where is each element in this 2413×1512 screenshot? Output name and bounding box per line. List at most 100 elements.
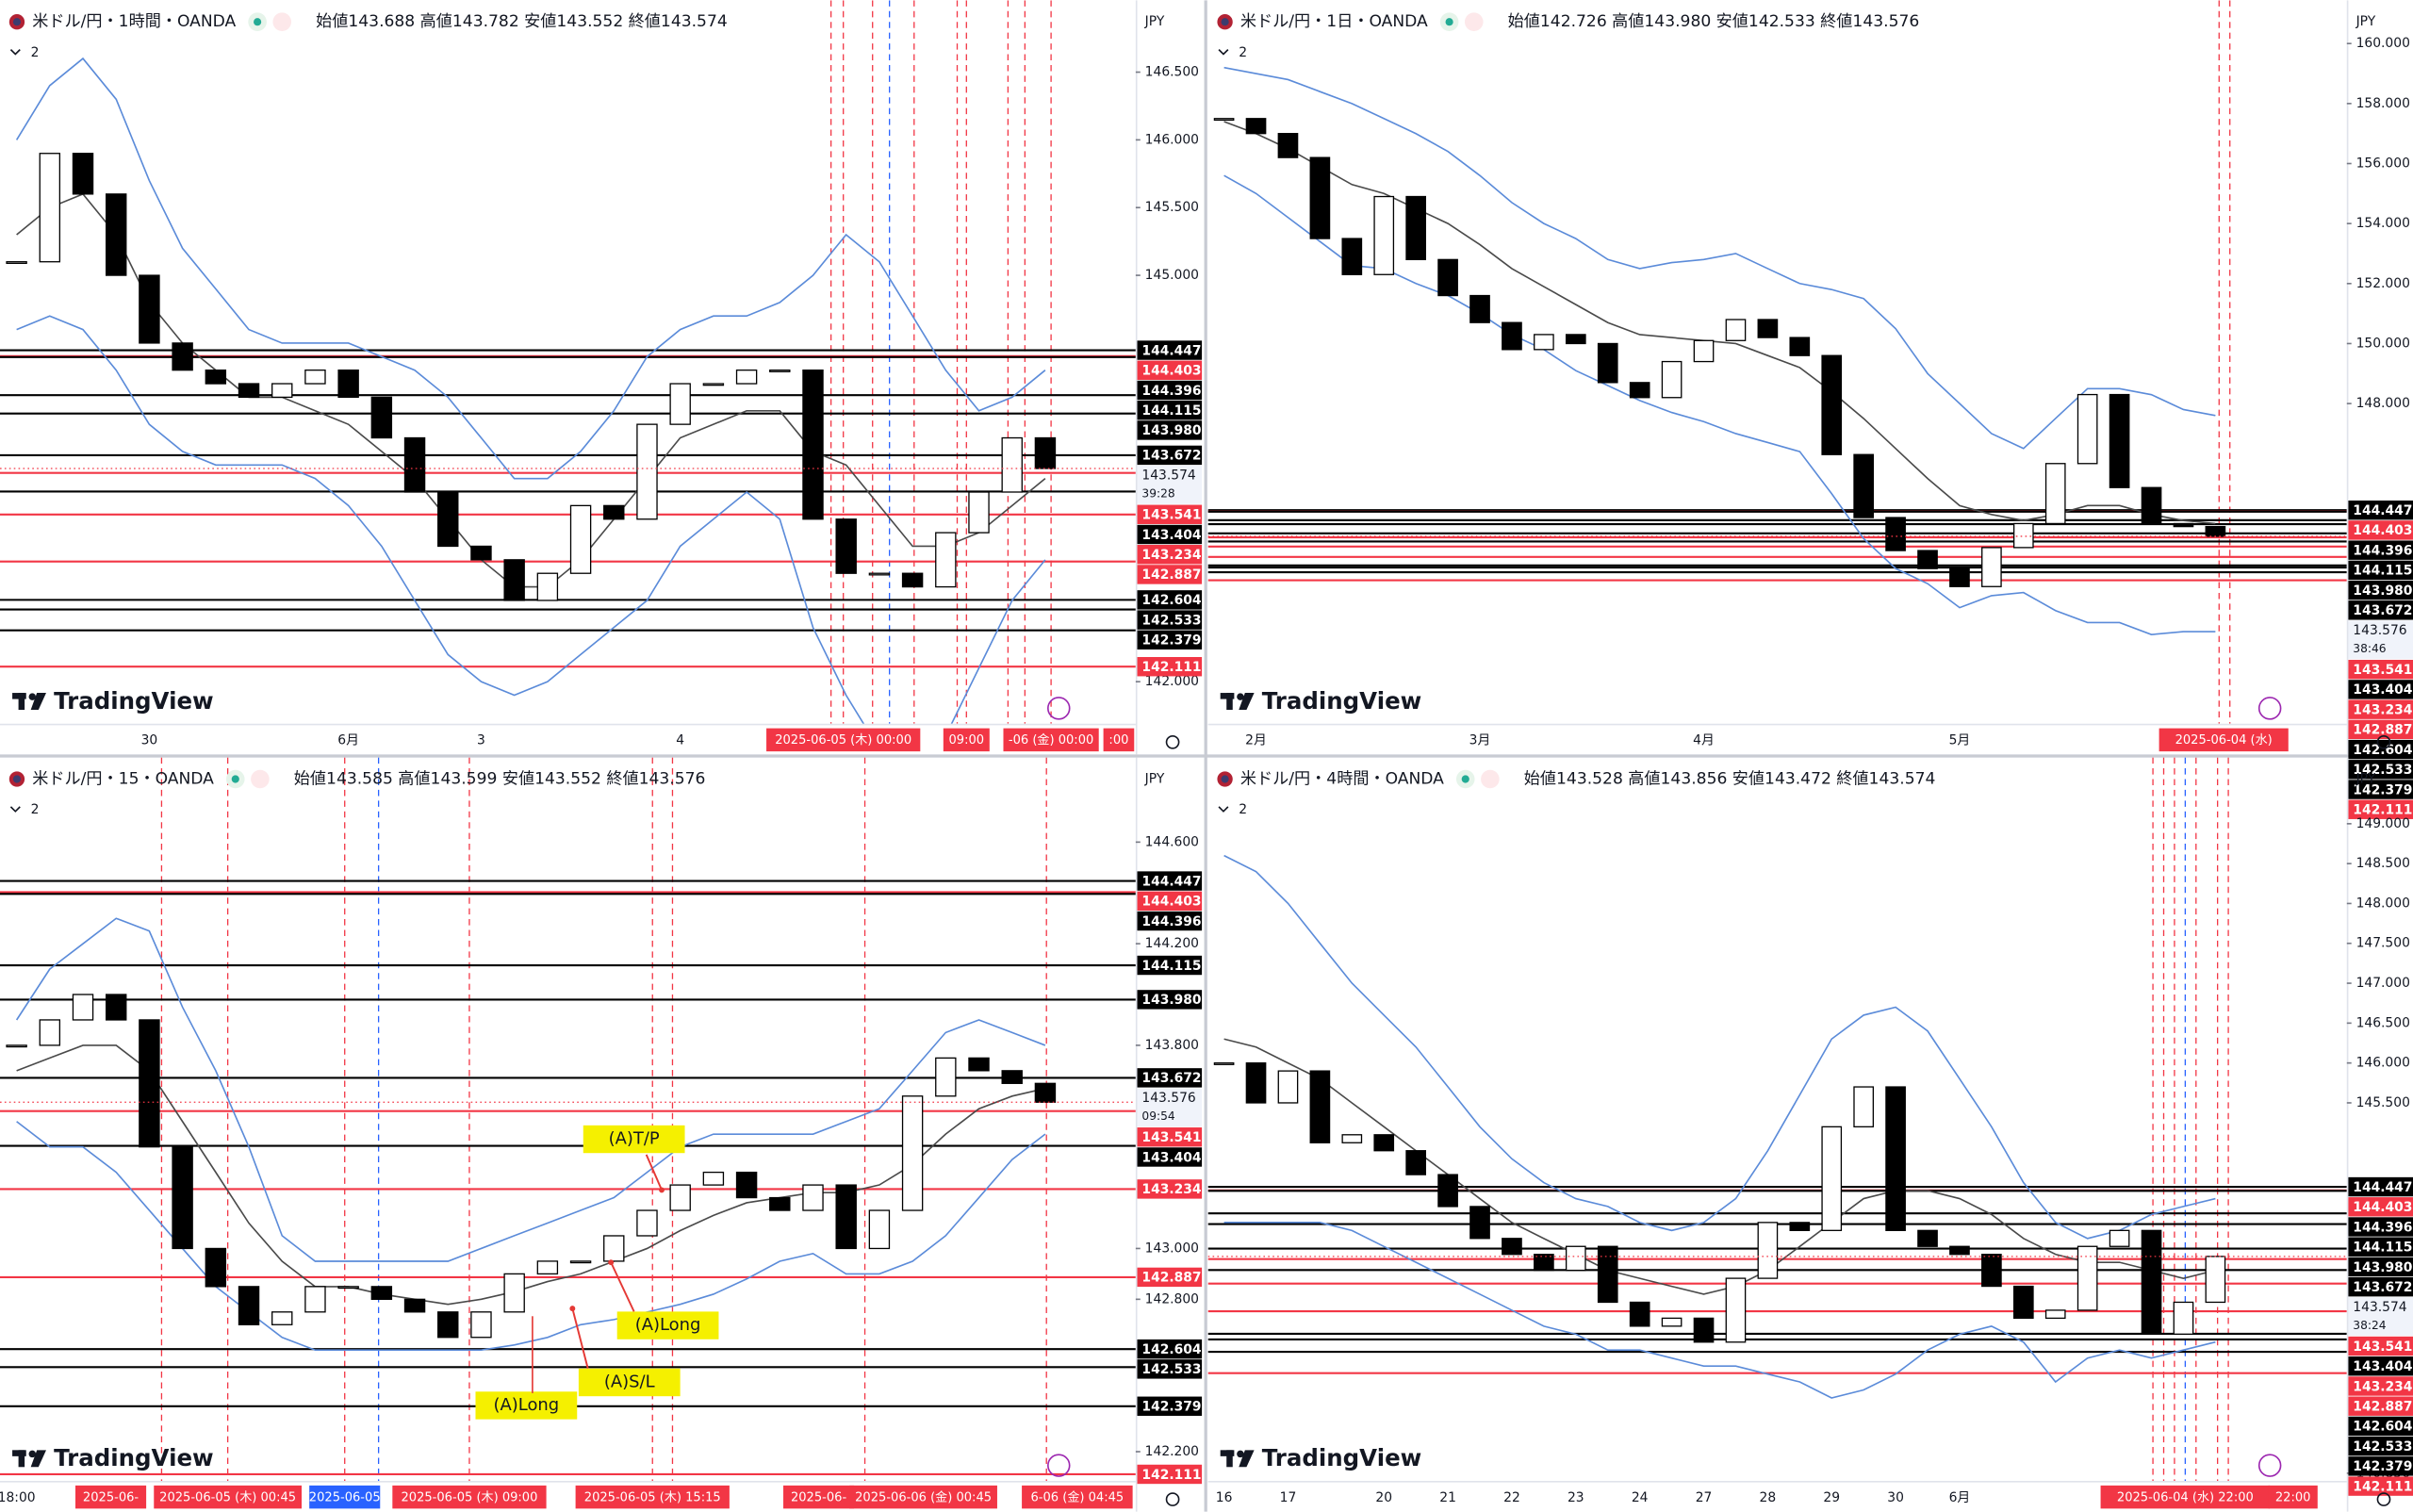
candle [238, 1286, 260, 1325]
candle [1373, 195, 1395, 275]
candle [2044, 1309, 2066, 1320]
candle [2141, 1229, 2162, 1335]
level-label-box [1137, 565, 1203, 584]
time-marker-box [943, 728, 990, 752]
candle [1821, 354, 1843, 455]
level-label-box [2348, 600, 2413, 620]
status-wave [272, 12, 292, 32]
candle [337, 370, 359, 399]
level-label: 144.403 [2353, 523, 2412, 538]
annotation-arrow-head [659, 1187, 665, 1193]
level-label-box [1137, 955, 1203, 976]
level-label-box [2348, 1456, 2413, 1476]
candle [238, 383, 260, 399]
level-label: 143.234 [1141, 1182, 1201, 1197]
candle [1597, 1245, 1618, 1304]
candle [437, 491, 459, 548]
candle [403, 436, 426, 493]
candle [1789, 1222, 1811, 1231]
time-marker: 2025-06-04 (水) [2175, 733, 2273, 748]
x-tick-label: 23 [1568, 1490, 1584, 1505]
candle [1949, 1245, 1970, 1256]
last-price-label: 143.574 [2353, 1300, 2406, 1315]
level-label: 143.672 [1141, 449, 1201, 464]
y-tick-label: 146.000 [1145, 132, 1199, 147]
brand-logo-tri [30, 1450, 46, 1468]
last-price-box [1137, 465, 1203, 504]
candle [1949, 567, 1970, 587]
candle [1981, 547, 2002, 587]
y-tick-label: 147.000 [2356, 976, 2410, 991]
level-label: 144.396 [1141, 384, 1201, 399]
time-marker-box [309, 1485, 381, 1509]
candle [769, 370, 791, 372]
candle [669, 1184, 691, 1211]
last-price-box [1137, 1088, 1203, 1127]
status-dot-inner [1461, 775, 1469, 783]
candle [603, 504, 625, 520]
candle [172, 342, 193, 371]
y-tick-label: 142.800 [1145, 1291, 1199, 1307]
y-tick-label: 146.500 [1145, 65, 1199, 80]
level-label-box [1137, 1396, 1203, 1416]
x-tick-label: 16 [1216, 1490, 1233, 1505]
x-tick-label: 3 [477, 733, 485, 748]
y-tick-label: 148.000 [2356, 396, 2410, 411]
level-label-box [1137, 420, 1203, 440]
plot [1207, 0, 2347, 724]
level-label-box [1137, 1464, 1203, 1485]
x-tick-label: 5月 [1949, 733, 1971, 748]
annotation-arrow [571, 1307, 589, 1370]
level-label-box [2348, 1176, 2413, 1197]
countdown: 38:24 [2353, 1319, 2386, 1332]
level-label-box [1137, 1068, 1203, 1088]
level-label: 142.887 [2353, 723, 2412, 738]
time-marker: 2025-06-05 [309, 1490, 381, 1504]
candle [6, 261, 27, 264]
candle [1213, 118, 1235, 122]
level-label-box [2348, 500, 2413, 520]
candle [304, 1286, 326, 1313]
last-price-label: 143.576 [2353, 623, 2406, 638]
level-label-box [1137, 340, 1203, 360]
y-tick-label: 142.200 [1145, 1444, 1199, 1459]
candle [1001, 1070, 1023, 1084]
level-label-box [2348, 739, 2413, 760]
annotation: (A)S/L [604, 1372, 655, 1391]
candle [1437, 258, 1458, 297]
candle [868, 1209, 891, 1250]
level-label: 143.980 [2353, 583, 2412, 599]
candle [1502, 321, 1522, 351]
level-label-box [1137, 891, 1203, 912]
level-label: 144.115 [1141, 403, 1201, 419]
candle [569, 1260, 592, 1264]
level-label-box [1137, 504, 1203, 524]
y-tick-label: 144.600 [1145, 834, 1199, 849]
annotation: (A)Long [635, 1315, 701, 1335]
candle [1277, 1070, 1299, 1104]
candle [1853, 1086, 1874, 1127]
y-tick-label: 148.500 [2356, 856, 2410, 871]
indicator-chevron [1218, 806, 1229, 813]
candle [901, 1095, 924, 1211]
time-marker: 2025-06-05 (木) 15:15 [584, 1490, 721, 1504]
chart-title: 米ドル/円・4時間・OANDA [1240, 769, 1444, 788]
annotation-arrow [645, 1154, 663, 1191]
level-label: 142.887 [1141, 1271, 1201, 1286]
candle [503, 1273, 525, 1313]
candle [835, 518, 857, 574]
candle [1661, 1317, 1683, 1327]
level-label-box [1137, 990, 1203, 1010]
y-tick-label: 156.000 [2356, 156, 2410, 172]
candle [1565, 1245, 1586, 1272]
level-label-box [1137, 1127, 1203, 1147]
level-label: 142.533 [1141, 1362, 1201, 1377]
level-label: 143.404 [2353, 1359, 2412, 1374]
band-lower [16, 315, 1046, 724]
annotation-box [475, 1391, 578, 1420]
level-label-box [1137, 871, 1203, 891]
chart-title: 米ドル/円・15・OANDA [32, 769, 214, 788]
y-tick-label: 145.500 [1145, 200, 1199, 215]
